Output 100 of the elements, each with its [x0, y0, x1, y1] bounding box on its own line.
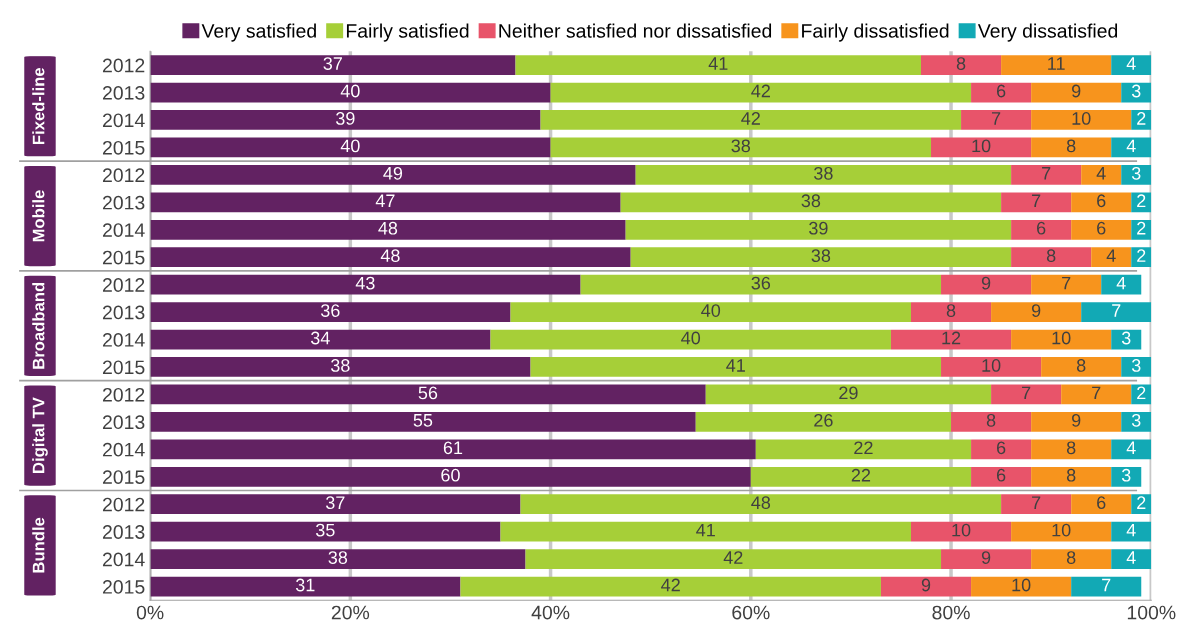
bar	[1031, 411, 1122, 432]
bar	[1001, 494, 1072, 515]
data-label: 36	[320, 304, 340, 317]
data-label: 39	[809, 221, 828, 235]
data-label: 6	[1097, 496, 1106, 510]
data-label: 3	[1131, 413, 1141, 427]
bar	[150, 110, 541, 130]
data-label: 10	[1052, 523, 1071, 537]
legend-label: Fairly dissatisfied	[802, 23, 949, 42]
data-label: 38	[330, 359, 350, 372]
data-label: 8	[1076, 359, 1086, 372]
data-label: 3	[1131, 166, 1141, 180]
bar	[1071, 192, 1132, 213]
bar	[971, 439, 1032, 460]
data-label: 2	[1137, 249, 1146, 262]
data-label: 8	[946, 304, 956, 317]
bar	[1111, 55, 1152, 75]
bar	[1071, 576, 1142, 597]
data-label: 36	[751, 276, 771, 290]
data-label: 26	[814, 413, 833, 427]
bar	[971, 466, 1032, 487]
text: Digital TV	[32, 397, 48, 473]
data-label: 4	[1126, 57, 1136, 70]
data-label: 42	[661, 578, 680, 592]
bar	[620, 192, 1002, 213]
bar	[1071, 494, 1132, 515]
data-label: 40	[681, 331, 701, 345]
bar	[991, 302, 1082, 322]
y-tick-label: 2015	[102, 580, 145, 594]
bar	[1101, 274, 1142, 295]
bar	[630, 247, 1012, 268]
data-label: 61	[443, 441, 463, 455]
bar	[705, 384, 992, 405]
bar	[530, 357, 942, 377]
data-label: 4	[1116, 276, 1126, 290]
bar	[150, 82, 551, 103]
y-tick-label: 2012	[102, 58, 145, 73]
data-label: 40	[340, 84, 360, 98]
y-tick-label: 2015	[102, 360, 145, 375]
bar	[150, 137, 551, 158]
data-label: 10	[1052, 331, 1071, 345]
bar	[1041, 357, 1122, 377]
data-label: 56	[418, 386, 438, 400]
bar	[991, 384, 1062, 405]
bar	[490, 329, 891, 350]
data-label: 2	[1137, 112, 1146, 125]
data-label: 6	[996, 84, 1006, 98]
data-label: 37	[323, 57, 342, 70]
data-label: 9	[921, 578, 931, 592]
data-label: 4	[1126, 441, 1136, 454]
bar	[525, 549, 942, 569]
bar	[1111, 137, 1152, 158]
bar	[1111, 466, 1142, 487]
y-tick-label: 2012	[102, 387, 145, 402]
bar	[150, 247, 631, 268]
data-label: 48	[380, 249, 400, 263]
data-label: 34	[310, 331, 330, 345]
y-tick-label: 2014	[102, 552, 145, 567]
data-label: 4	[1126, 139, 1136, 153]
text: Bundle	[32, 517, 45, 573]
bar	[1011, 164, 1082, 185]
data-label: 7	[1042, 167, 1051, 180]
bar	[1131, 219, 1152, 240]
data-label: 22	[854, 441, 873, 454]
data-label: 55	[413, 414, 433, 427]
data-label: 3	[1121, 468, 1131, 482]
bar	[1121, 411, 1152, 432]
bar	[1131, 110, 1152, 130]
bar	[1011, 247, 1092, 268]
text: Mobile	[32, 190, 45, 242]
legend-label: Fairly satisfied	[346, 23, 469, 42]
data-label: 8	[1066, 441, 1076, 455]
data-label: 35	[315, 523, 335, 537]
data-label: 10	[972, 139, 991, 153]
y-tick-label: 2013	[102, 525, 145, 539]
bar	[580, 274, 942, 295]
data-label: 49	[383, 166, 403, 180]
data-label: 31	[295, 578, 315, 592]
bar	[1121, 357, 1152, 377]
data-label: 43	[355, 276, 375, 290]
bar	[1081, 164, 1122, 185]
data-label: 41	[708, 57, 728, 70]
bar	[1091, 247, 1132, 268]
data-label: 12	[942, 331, 961, 345]
bar	[150, 521, 501, 542]
data-label: 9	[981, 276, 991, 290]
y-tick-label: 2015	[102, 470, 145, 484]
legend-label: Very dissatisfied	[977, 23, 1118, 42]
y-tick-label: 2013	[102, 305, 145, 320]
data-label: 4	[1126, 551, 1136, 564]
bar	[150, 411, 696, 432]
bar	[150, 164, 636, 185]
bar	[941, 274, 1032, 295]
bar	[550, 137, 932, 158]
text: Broadband	[32, 282, 45, 369]
data-label: 11	[1048, 57, 1065, 70]
bar	[910, 302, 992, 322]
bar	[941, 549, 1032, 569]
bar	[150, 329, 491, 350]
data-label: 9	[1031, 304, 1041, 317]
